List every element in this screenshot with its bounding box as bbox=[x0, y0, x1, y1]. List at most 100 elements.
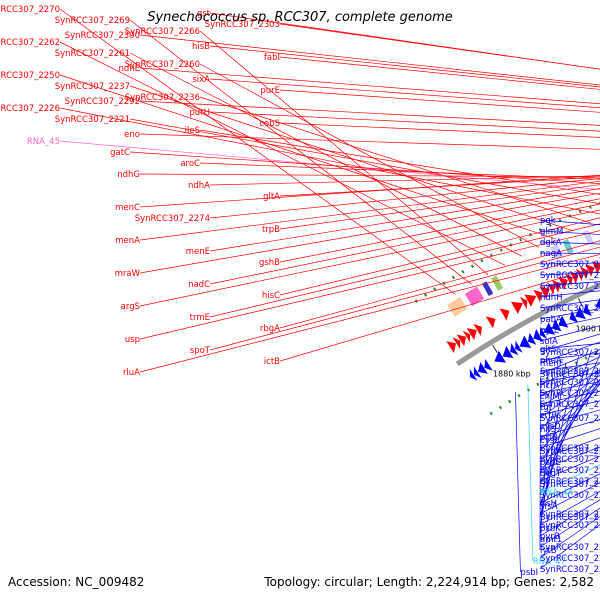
genome-backbone bbox=[455, 282, 600, 367]
dot-ring-1 bbox=[414, 201, 600, 303]
gene-label: sixA bbox=[192, 75, 210, 85]
leader-line bbox=[139, 230, 600, 340]
reverse-gene-labels: psbIRNA_47lytBamt1psbKSynRCC307_2301sfsA… bbox=[520, 216, 600, 578]
gc-block-5 bbox=[562, 239, 574, 255]
gene-label: SynRCC307_2293 bbox=[540, 491, 600, 501]
leader-line bbox=[279, 266, 600, 362]
gene-label: SynRCC307_2239 bbox=[540, 543, 600, 553]
gene-label: crtR bbox=[540, 411, 558, 421]
leader-line bbox=[209, 45, 600, 88]
leader-line bbox=[539, 369, 554, 540]
gene-label: SynRCC307_2303 bbox=[205, 20, 280, 30]
leader-line bbox=[279, 176, 600, 197]
gene-label: argS bbox=[121, 302, 140, 312]
gene-label: SynRCC307_2292 bbox=[65, 97, 140, 107]
forward-arrow-9 bbox=[519, 296, 528, 310]
reverse-arrow-12 bbox=[544, 322, 556, 335]
gene-label: SynRCC307_2182 bbox=[540, 455, 600, 465]
tick-mark-0 bbox=[492, 344, 498, 353]
leader-line bbox=[539, 281, 600, 287]
reverse-arrow-13 bbox=[552, 318, 562, 332]
gene-label: SynRCC307_2285 bbox=[540, 447, 600, 457]
gene-label: hisC bbox=[262, 291, 280, 301]
gene-label: SynRCC307_2234 bbox=[540, 304, 600, 314]
forward-arrow-4 bbox=[466, 328, 477, 340]
leader-line bbox=[539, 325, 600, 342]
leader-line bbox=[539, 369, 600, 408]
gene-label: mraW bbox=[115, 269, 141, 279]
forward-arrow-2 bbox=[456, 334, 467, 347]
leader-line bbox=[539, 356, 600, 386]
gene-label: SynRCC307_2266 bbox=[125, 27, 200, 37]
leader-line bbox=[199, 30, 489, 275]
gene-label: SynRCC307_2243 bbox=[540, 260, 600, 270]
reverse-arrow-0 bbox=[469, 368, 478, 381]
gene-label: degT bbox=[540, 469, 562, 479]
leader-line bbox=[209, 111, 600, 132]
gene-label: hisB bbox=[192, 42, 210, 52]
gene-label: SynRCC307_2220 bbox=[540, 389, 600, 399]
gene-label: cysC bbox=[540, 436, 560, 446]
reverse-arrow-1 bbox=[473, 366, 482, 378]
gene-label: SynRCC307_2210 bbox=[540, 554, 600, 564]
leader-line bbox=[139, 34, 600, 86]
tick-label: 1880 kbp bbox=[493, 370, 531, 379]
gene-label: SynRCC307_2288 bbox=[540, 370, 600, 380]
leader-line bbox=[209, 203, 600, 285]
gene-label: pabA bbox=[540, 315, 562, 325]
leader-line bbox=[139, 174, 600, 208]
leader-line bbox=[139, 67, 600, 105]
gene-label: ndhG bbox=[117, 170, 140, 180]
gene-label: SynRCC307_2222 bbox=[540, 367, 600, 377]
gene-label: RNA_44 bbox=[540, 488, 573, 498]
leader-line bbox=[279, 23, 600, 70]
gene-label: fabI bbox=[264, 53, 280, 63]
leader-line bbox=[209, 78, 600, 109]
reverse-arrow-4 bbox=[494, 350, 506, 363]
leader-line bbox=[129, 118, 600, 205]
gene-label: sfsA bbox=[540, 502, 558, 512]
reverse-arrow-3 bbox=[484, 358, 493, 371]
gene-label: cobS bbox=[259, 119, 280, 129]
gene-label: trmE bbox=[190, 313, 210, 323]
forward-arrow-0 bbox=[446, 341, 456, 353]
reverse-arrow-16 bbox=[575, 306, 586, 320]
leader-line bbox=[279, 89, 600, 113]
leader-line bbox=[209, 178, 600, 219]
gene-label: dgkA bbox=[540, 238, 562, 248]
gene-label: SynRCC307_2221 bbox=[55, 115, 130, 125]
gene-label: pspE bbox=[540, 458, 561, 468]
reverse-strand-features bbox=[469, 297, 600, 381]
gene-label: purE bbox=[260, 86, 280, 96]
gene-label: aroC bbox=[180, 159, 200, 169]
gene-label: SynRCC307_2189 bbox=[540, 378, 600, 388]
forward-arrow-1 bbox=[452, 337, 461, 349]
leader-line bbox=[199, 162, 600, 180]
gene-label: gshB bbox=[259, 258, 280, 268]
leader-line bbox=[539, 308, 600, 320]
leader-line bbox=[129, 19, 472, 285]
reverse-arrow-17 bbox=[583, 303, 592, 317]
gene-label: SynRCC307_2298 bbox=[540, 480, 600, 490]
reverse-arrow-9 bbox=[527, 332, 537, 345]
leader-line bbox=[279, 56, 600, 90]
gene-label: purH bbox=[189, 108, 210, 118]
gene-label: gst bbox=[197, 9, 211, 19]
gene-label: psbI bbox=[520, 568, 538, 578]
forward-arrow-10 bbox=[524, 294, 537, 307]
leader-line bbox=[129, 85, 574, 232]
gene-label: SynRCC307_2270 bbox=[0, 5, 60, 15]
leader-line bbox=[199, 129, 600, 195]
map-title: Synechococcus sp. RCC307, complete genom… bbox=[147, 10, 453, 25]
gene-label: RNA_47 bbox=[533, 557, 566, 567]
gene-label: gltS bbox=[540, 345, 557, 355]
reverse-arrow-10 bbox=[533, 328, 543, 342]
gene-label: SynRCC307_2233 bbox=[540, 565, 600, 575]
gene-label: SynRCC307_2287 bbox=[540, 414, 600, 424]
gene-label: SynRCC307_2205 bbox=[540, 444, 600, 454]
leader-line bbox=[199, 96, 592, 224]
gene-label: SynRCC307_2262 bbox=[0, 38, 60, 48]
topology-label: Topology: circular; Length: 2,224,914 bp… bbox=[264, 575, 594, 589]
gene-label: SynRCC307_2269 bbox=[55, 16, 130, 26]
gene-label: pyrE bbox=[540, 326, 559, 336]
